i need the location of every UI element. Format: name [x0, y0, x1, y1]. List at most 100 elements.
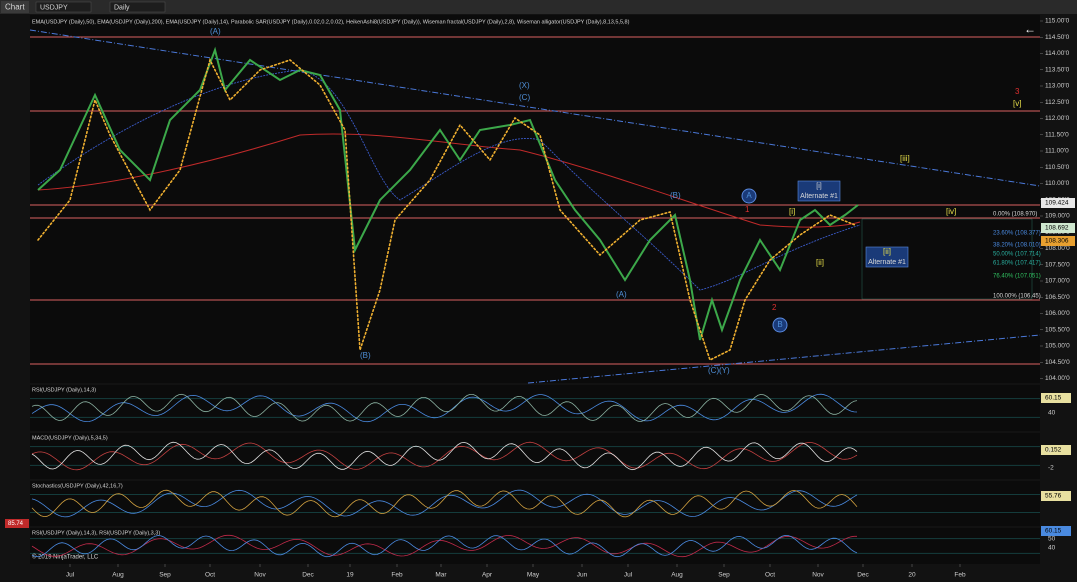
left-value-box — [5, 519, 29, 528]
back-arrow[interactable]: ← — [1024, 22, 1036, 36]
indicator-line — [31, 393, 858, 423]
stoch-panel — [30, 481, 1040, 526]
price-label: 106.00'0 — [1045, 310, 1070, 317]
x-label: Aug — [671, 572, 683, 579]
alt-box — [797, 180, 841, 202]
price-series — [37, 46, 859, 341]
x-label: 19 — [346, 572, 354, 579]
wave-label: [i] — [789, 207, 795, 216]
price-label: 104.50'0 — [1045, 359, 1070, 366]
panel-tick: 40 — [1048, 410, 1056, 417]
wave-label: [v] — [1013, 99, 1021, 108]
rsi2-panel — [30, 528, 1040, 564]
panel-title: RSI(USDJPY (Daily),14,3) — [32, 387, 96, 393]
left-value: 85.74 — [8, 521, 24, 527]
alt-label: Alternate #1 — [800, 193, 838, 200]
wave-label: 3 — [1015, 87, 1020, 96]
x-label: Jul — [624, 572, 633, 579]
price-label: 107.50'0 — [1045, 261, 1070, 268]
fib-label: 50.00% (107.714) — [993, 252, 1041, 258]
wave-label: 2 — [772, 303, 777, 312]
price-label: 115.00'0 — [1045, 18, 1070, 25]
price-label: 109.00'0 — [1045, 213, 1070, 220]
levels — [30, 36, 1040, 365]
fib-label: 0.00% (108.970) — [993, 212, 1037, 218]
chart-tab-label[interactable]: Chart — [5, 3, 25, 12]
wave-label: [ii] — [883, 247, 891, 256]
panel-value: 60.15 — [1045, 528, 1062, 535]
price-box-label: 109.424 — [1045, 200, 1069, 207]
x-label: Oct — [765, 572, 775, 579]
x-label: Sep — [718, 572, 730, 579]
x-label: May — [527, 572, 540, 579]
price-label: 113.50'0 — [1045, 66, 1070, 73]
price-label: 112.00'0 — [1045, 115, 1070, 122]
price-label: 110.50'0 — [1045, 164, 1070, 171]
wave-label: [ii] — [816, 258, 824, 267]
x-label: Dec — [302, 572, 314, 579]
price-label: 107.00'0 — [1045, 278, 1070, 285]
price-label: 112.50'0 — [1045, 99, 1070, 106]
panel-value: 0.152 — [1045, 447, 1062, 454]
price-label: 114.00'0 — [1045, 50, 1070, 57]
alt-label: Alternate #1 — [868, 259, 906, 266]
price-label: 105.00'0 — [1045, 343, 1070, 350]
interval[interactable]: Daily — [114, 4, 130, 11]
wave-label: [i] — [816, 183, 822, 190]
panel-value: 60.15 — [1045, 395, 1062, 402]
wave-label: 1 — [745, 205, 750, 214]
fib-label: 61.80% (107.417) — [993, 261, 1041, 267]
indicator-line — [31, 441, 858, 471]
panel-value: 55.76 — [1045, 493, 1062, 500]
toolbar — [0, 0, 1077, 14]
fib-label: 38.20% (108.010) — [993, 243, 1041, 249]
wave-label: (C) — [519, 93, 530, 102]
x-label: Apr — [482, 572, 493, 579]
window-controls — [1018, 2, 1074, 12]
indicator-line — [31, 534, 858, 558]
wave-label: B — [777, 320, 782, 329]
interval-box[interactable] — [109, 1, 166, 13]
symbol-box[interactable] — [35, 1, 92, 13]
wave-label: A — [746, 191, 752, 200]
macd-panel — [30, 433, 1040, 479]
price-label: 111.50'0 — [1045, 131, 1069, 138]
x-label: Jul — [66, 572, 75, 579]
price-box — [1041, 236, 1075, 246]
chart-tab[interactable] — [1, 1, 29, 13]
x-label: Aug — [112, 572, 124, 579]
price-label: 111.00'0 — [1045, 148, 1069, 155]
wave-label: (Y) — [719, 366, 730, 375]
wave-label: (B) — [670, 191, 681, 200]
price-label: 108.00'0 — [1045, 245, 1070, 252]
wave-circle — [741, 188, 757, 204]
x-label: Nov — [812, 572, 824, 579]
x-label: Sep — [159, 572, 171, 579]
copyright: © 2019 NinjaTrader, LLC — [32, 554, 99, 561]
wave-label: (X) — [519, 81, 530, 90]
x-label: Oct — [205, 572, 215, 579]
ema-200 — [37, 133, 861, 228]
price-box-label: 108.306 — [1045, 238, 1069, 245]
price-label: 106.50'0 — [1045, 294, 1070, 301]
panel-tick: 40 — [1048, 545, 1056, 552]
trendline-upper — [29, 29, 1041, 187]
panel-title: RSI(USDJPY (Daily),14,3), RSI(USDJPY (Da… — [32, 530, 160, 536]
rsi-panel — [30, 385, 1040, 431]
x-label: Feb — [954, 572, 966, 579]
wave-label: [iv] — [946, 207, 956, 216]
indicator-line — [31, 489, 858, 518]
alt-box — [865, 246, 909, 268]
panel-title: MACD(USDJPY (Daily),5,34,5) — [32, 435, 108, 441]
price-label: 110.00'0 — [1045, 180, 1070, 187]
panel-title: Stochastics(USDJPY (Daily),42,16,7) — [32, 483, 123, 489]
panel-tick: 50 — [1048, 536, 1056, 543]
panel-tick: 0 — [1048, 448, 1052, 455]
parabolic-sar — [37, 57, 856, 362]
panel-value-box — [1041, 526, 1071, 536]
price-box — [1041, 223, 1075, 233]
wave-label: (A) — [210, 27, 221, 36]
panel-value-box — [1041, 445, 1071, 455]
symbol[interactable]: USDJPY — [40, 4, 68, 11]
